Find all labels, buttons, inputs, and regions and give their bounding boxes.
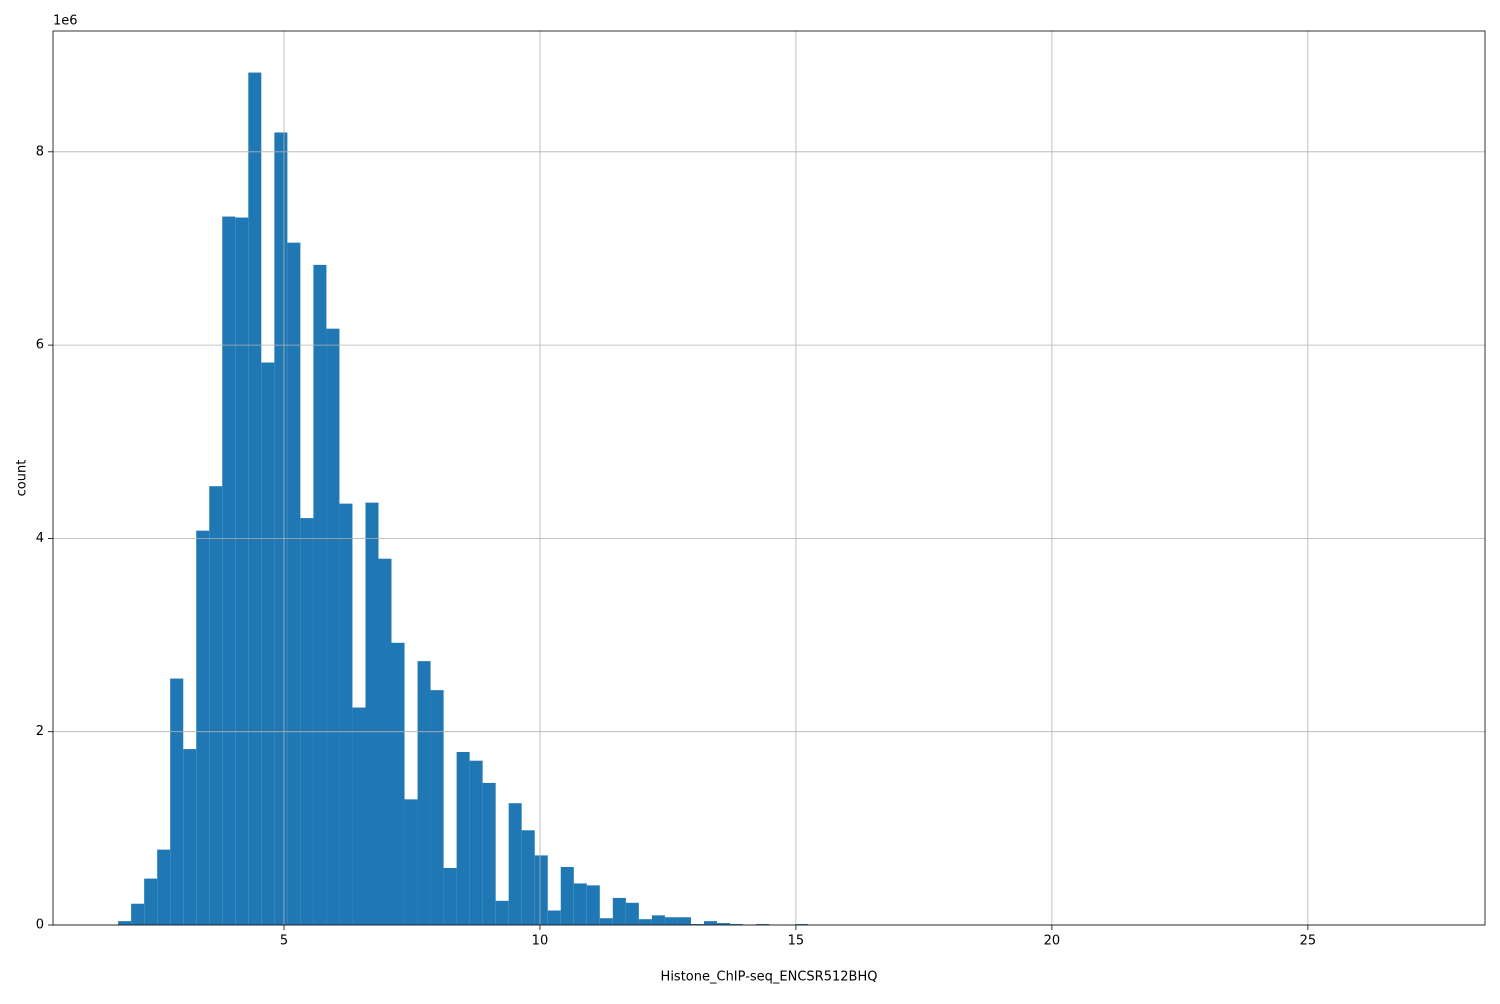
bar xyxy=(222,217,235,925)
bar xyxy=(418,661,431,925)
bar xyxy=(157,850,170,925)
x-tick-label: 20 xyxy=(1044,934,1061,949)
bar xyxy=(457,752,470,925)
bar xyxy=(496,901,509,925)
bar xyxy=(170,679,183,925)
x-tick-label: 15 xyxy=(788,934,805,949)
bar xyxy=(378,559,391,925)
bar xyxy=(587,885,600,925)
y-tick-label: 0 xyxy=(36,918,44,933)
x-axis-label: Histone_ChIP-seq_ENCSR512BHQ xyxy=(661,970,878,985)
x-tick-label: 25 xyxy=(1300,934,1317,949)
bar xyxy=(131,904,144,925)
bar xyxy=(613,898,626,925)
y-tick-label: 6 xyxy=(36,338,44,353)
bar xyxy=(209,486,222,925)
bar xyxy=(574,883,587,925)
bar xyxy=(600,918,613,925)
bar xyxy=(144,879,157,925)
bar xyxy=(652,915,665,925)
bar xyxy=(509,803,522,925)
bar xyxy=(561,867,574,925)
bar xyxy=(548,911,561,925)
bar xyxy=(339,504,352,925)
bar xyxy=(431,690,444,925)
bar xyxy=(326,329,339,925)
bar xyxy=(639,919,652,925)
x-tick-label: 5 xyxy=(280,934,288,949)
y-tick-label: 8 xyxy=(36,144,44,159)
bar xyxy=(118,921,131,925)
bar xyxy=(678,917,691,925)
bar xyxy=(300,518,313,925)
bar xyxy=(483,783,496,925)
bar xyxy=(522,830,535,925)
bar xyxy=(391,643,404,925)
bar xyxy=(626,903,639,925)
y-axis-label: count xyxy=(15,460,30,497)
bar xyxy=(352,708,365,925)
bar xyxy=(704,921,717,925)
bar xyxy=(235,218,248,925)
bar xyxy=(313,265,326,925)
x-tick-label: 10 xyxy=(532,934,549,949)
bar xyxy=(183,749,196,925)
bar xyxy=(535,855,548,925)
bar xyxy=(196,531,209,925)
bar xyxy=(248,73,261,925)
y-tick-label: 2 xyxy=(36,724,44,739)
y-tick-label: 4 xyxy=(36,531,44,546)
y-offset-label: 1e6 xyxy=(53,14,78,29)
bar xyxy=(405,799,418,925)
bar xyxy=(274,132,287,925)
bar xyxy=(444,868,457,925)
bar xyxy=(261,363,274,925)
bar xyxy=(665,917,678,925)
bar xyxy=(470,761,483,925)
bar xyxy=(365,503,378,925)
